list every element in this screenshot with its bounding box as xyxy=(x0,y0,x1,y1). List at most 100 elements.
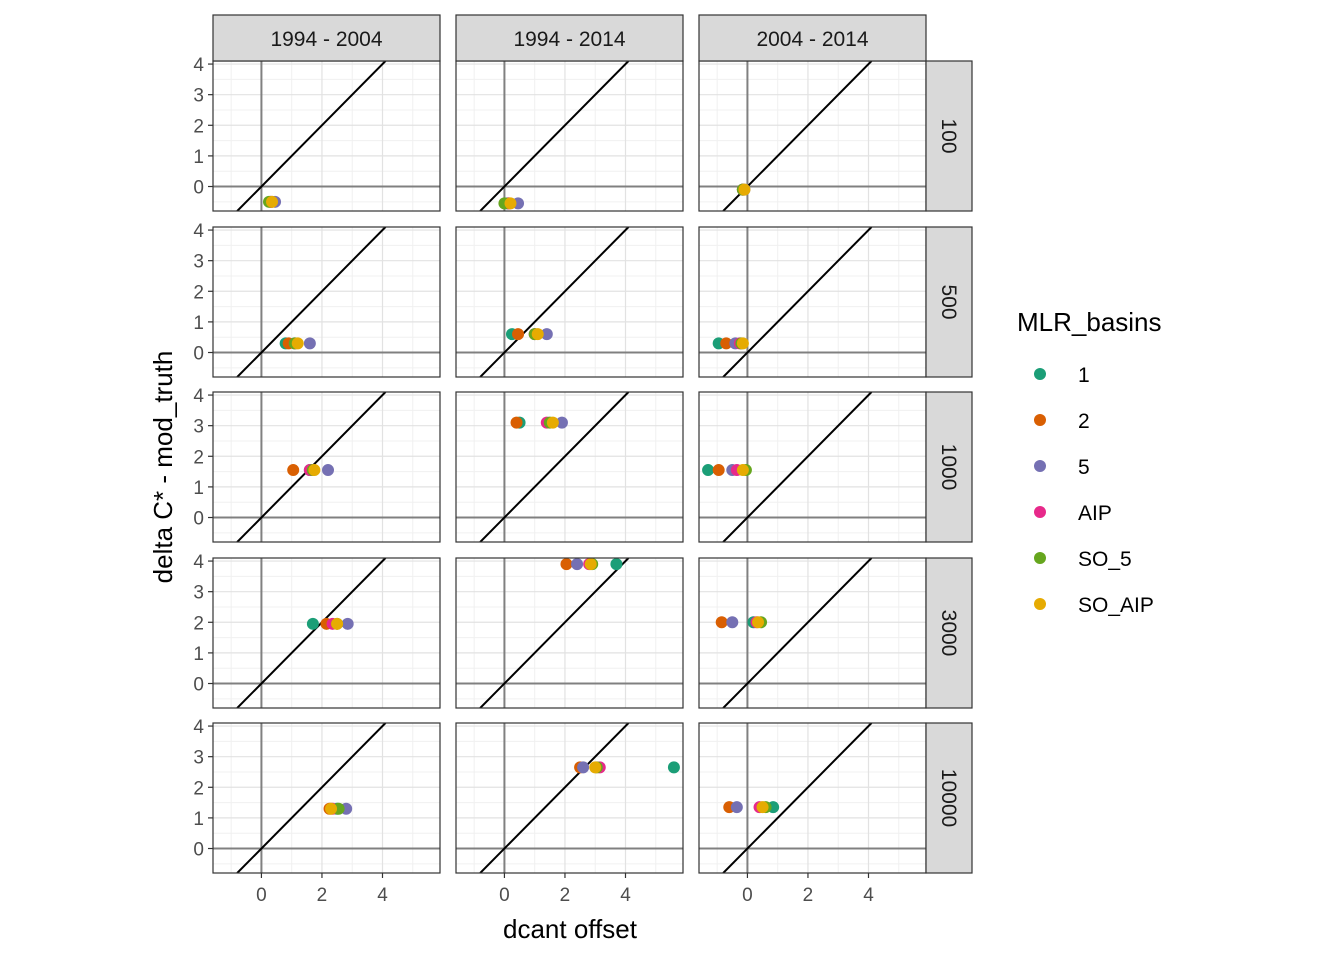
y-tick-label: 0 xyxy=(193,344,204,365)
identity-line xyxy=(722,392,873,542)
point-5 xyxy=(303,337,316,350)
panel-background xyxy=(456,392,683,542)
panel-border xyxy=(212,557,441,709)
panel-2004-2014-1000 xyxy=(698,391,927,543)
panel-border xyxy=(212,722,441,874)
x-axis-title: dcant offset xyxy=(503,914,638,944)
x-tick-label: 0 xyxy=(742,885,753,906)
row-strip-label: 1000 xyxy=(937,444,960,491)
y-tick-label: 2 xyxy=(193,116,204,137)
row-strip xyxy=(925,391,973,543)
panel-1994-2004-10000 xyxy=(212,722,441,874)
point-1 xyxy=(702,464,715,477)
column-strip xyxy=(455,14,684,62)
y-tick-label: 0 xyxy=(193,675,204,696)
panel-border xyxy=(455,391,684,543)
column-strip xyxy=(698,14,927,62)
panel-1994-2004-1000 xyxy=(212,391,441,543)
y-tick-label: 1 xyxy=(193,644,204,665)
legend-key-SO_AIP xyxy=(1034,598,1046,610)
x-tick-label: 0 xyxy=(499,885,510,906)
y-tick-label: 2 xyxy=(193,282,204,303)
row-strip-label: 3000 xyxy=(937,610,960,657)
column-strip-label: 1994 - 2004 xyxy=(270,28,382,51)
panel-2004-2014-3000 xyxy=(698,557,927,709)
y-tick-label: 4 xyxy=(193,717,204,738)
point-5 xyxy=(730,801,743,814)
panel-background xyxy=(213,558,440,708)
y-tick-label: 1 xyxy=(193,313,204,334)
legend-label-SO_AIP: SO_AIP xyxy=(1078,594,1154,617)
panel-1994-2004-3000 xyxy=(212,557,441,709)
y-tick-label: 0 xyxy=(193,840,204,861)
identity-line xyxy=(479,61,630,211)
point-5 xyxy=(577,761,590,774)
point-SO_AIP xyxy=(308,464,321,477)
legend-title: MLR_basins xyxy=(1017,307,1162,337)
identity-line xyxy=(236,723,387,873)
panel-background xyxy=(699,723,926,873)
y-tick-label: 0 xyxy=(193,178,204,199)
panel-background xyxy=(699,61,926,211)
x-tick-label: 2 xyxy=(317,885,328,906)
y-tick-label: 1 xyxy=(193,809,204,830)
identity-line xyxy=(236,227,387,377)
column-strip-label: 2004 - 2014 xyxy=(756,28,868,51)
point-2 xyxy=(560,558,573,571)
legend-label-AIP: AIP xyxy=(1078,502,1112,525)
row-strip xyxy=(925,722,973,874)
point-2 xyxy=(720,337,733,350)
axis-ticks: 0 1 2 3 4 0 1 2 3 4 0 1 2 3 4 0 1 2 3 4 0 1 2 3 4 0 2 4 0 2 4 0 2 4 xyxy=(193,55,874,906)
legend-key-2 xyxy=(1034,414,1046,426)
point-1 xyxy=(306,617,319,630)
point-SO_AIP xyxy=(331,617,344,630)
identity-line xyxy=(479,723,630,873)
legend-label-5: 5 xyxy=(1078,456,1090,479)
y-tick-label: 3 xyxy=(193,748,204,769)
point-SO_AIP xyxy=(266,195,279,208)
panel-background xyxy=(456,227,683,377)
column-strips: 1994 - 2004 1994 - 2014 2004 - 2014 xyxy=(212,14,927,62)
identity-line xyxy=(722,723,873,873)
panel-1994-2014-1000 xyxy=(455,391,684,543)
row-strip xyxy=(925,226,973,378)
point-SO_AIP xyxy=(584,558,597,571)
point-SO_AIP xyxy=(589,761,602,774)
row-strip-label: 10000 xyxy=(937,769,960,827)
panel-border xyxy=(455,226,684,378)
y-tick-label: 2 xyxy=(193,447,204,468)
legend-key-1 xyxy=(1034,368,1046,380)
legend-label-1: 1 xyxy=(1078,364,1090,387)
identity-line xyxy=(479,558,630,708)
panel-background xyxy=(456,723,683,873)
point-SO_AIP xyxy=(325,802,338,815)
point-SO_AIP xyxy=(752,616,765,629)
row-strips: 100 500 1000 3000 10000 xyxy=(925,60,973,874)
x-tick-label: 2 xyxy=(803,885,814,906)
point-5 xyxy=(540,328,553,341)
point-SO_AIP xyxy=(546,416,559,429)
panel-1994-2014-500 xyxy=(455,226,684,378)
point-SO_AIP xyxy=(504,197,517,210)
point-5 xyxy=(555,416,568,429)
identity-line xyxy=(479,392,630,542)
panel-2004-2014-100 xyxy=(698,60,927,212)
legend-label-2: 2 xyxy=(1078,410,1090,433)
y-tick-label: 2 xyxy=(193,778,204,799)
y-tick-label: 4 xyxy=(193,386,204,407)
point-2 xyxy=(712,464,725,477)
point-2 xyxy=(512,328,525,341)
panel-background xyxy=(699,558,926,708)
y-tick-label: 0 xyxy=(193,509,204,530)
legend-key-5 xyxy=(1034,460,1046,472)
identity-line xyxy=(479,227,630,377)
identity-line xyxy=(236,61,387,211)
point-SO_AIP xyxy=(736,337,749,350)
y-tick-label: 4 xyxy=(193,55,204,76)
row-strip-label: 500 xyxy=(937,284,960,319)
point-2 xyxy=(715,616,728,629)
y-tick-label: 1 xyxy=(193,478,204,499)
panel-1994-2004-500 xyxy=(212,226,441,378)
panel-2004-2014-10000 xyxy=(698,722,927,874)
